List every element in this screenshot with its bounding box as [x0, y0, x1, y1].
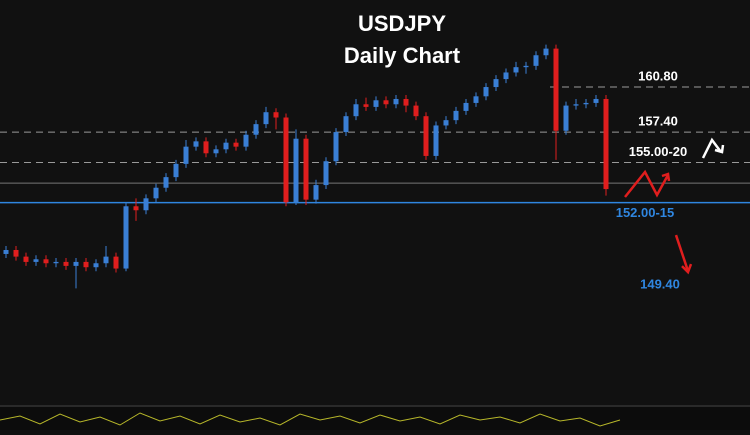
candle-body [163, 177, 169, 188]
candle-body [183, 146, 189, 164]
candle-body [43, 259, 49, 264]
zigzag-arrow [624, 169, 670, 198]
candle-body [223, 142, 229, 150]
candle-body [603, 98, 609, 190]
candle-body [23, 256, 29, 262]
candle-body [283, 117, 289, 203]
candle-body [13, 249, 19, 257]
arrow-head [681, 263, 693, 275]
candle-body [433, 125, 439, 156]
candle-body [253, 124, 259, 135]
candle-body [33, 259, 39, 262]
candle-body [363, 104, 369, 107]
level-label: 155.00-20 [629, 144, 688, 159]
candle-body [473, 96, 479, 103]
candle-body [123, 206, 129, 269]
arrow-head [661, 172, 671, 182]
candle-body [293, 138, 299, 203]
candle-body [503, 72, 509, 80]
candle-body [63, 261, 69, 266]
chart-subtitle: Daily Chart [344, 43, 461, 68]
candle-body [513, 67, 519, 73]
candle-body [73, 261, 79, 266]
candle-body [493, 79, 499, 88]
candles [3, 44, 609, 289]
up-arrow [701, 137, 722, 159]
candle-body [53, 261, 59, 264]
candle-body [273, 112, 279, 118]
level-label: 160.80 [638, 68, 678, 83]
candle-body [323, 161, 329, 186]
candle-body [593, 98, 599, 103]
candle-body [533, 55, 539, 66]
candle-body [463, 102, 469, 111]
target-label: 149.40 [640, 277, 680, 292]
arrow-head [714, 144, 725, 154]
down-arrow [674, 234, 690, 272]
candle-body [583, 102, 589, 105]
candle-body [263, 112, 269, 125]
candle-body [193, 141, 199, 147]
candle-body [343, 116, 349, 133]
oscillator [0, 412, 621, 427]
candle-body [93, 263, 99, 268]
candle-body [423, 116, 429, 156]
candle-body [553, 48, 559, 131]
candle-body [453, 110, 459, 121]
candle-body [413, 105, 419, 117]
candle-body [403, 98, 409, 106]
candle-body [303, 138, 309, 200]
candle-body [353, 104, 359, 117]
candle-body [103, 256, 109, 264]
candle-body [153, 187, 159, 199]
candle-body [3, 249, 9, 254]
candle-body [523, 65, 529, 68]
candle-body [383, 100, 389, 105]
candle-body [133, 206, 139, 211]
indicator-pane [0, 407, 750, 430]
candle-body [573, 104, 579, 106]
candle-body [113, 256, 119, 269]
candle-body [143, 198, 149, 211]
candle-body [233, 142, 239, 147]
level-label: 152.00-15 [616, 205, 675, 220]
candle-body [373, 100, 379, 107]
candle-body [483, 87, 489, 97]
level-label: 157.40 [638, 114, 678, 129]
candle-body [333, 132, 339, 162]
candle-body [203, 141, 209, 154]
candle-body [173, 163, 179, 178]
candle-body [563, 105, 569, 131]
candle-body [313, 185, 319, 200]
candle-body [243, 134, 249, 147]
candle-body [393, 98, 399, 105]
chart-title: USDJPY [358, 11, 446, 36]
candle-body [443, 120, 449, 126]
candle-body [543, 48, 549, 56]
candle-body [213, 149, 219, 154]
levels [0, 86, 750, 204]
candle-body [83, 261, 89, 268]
